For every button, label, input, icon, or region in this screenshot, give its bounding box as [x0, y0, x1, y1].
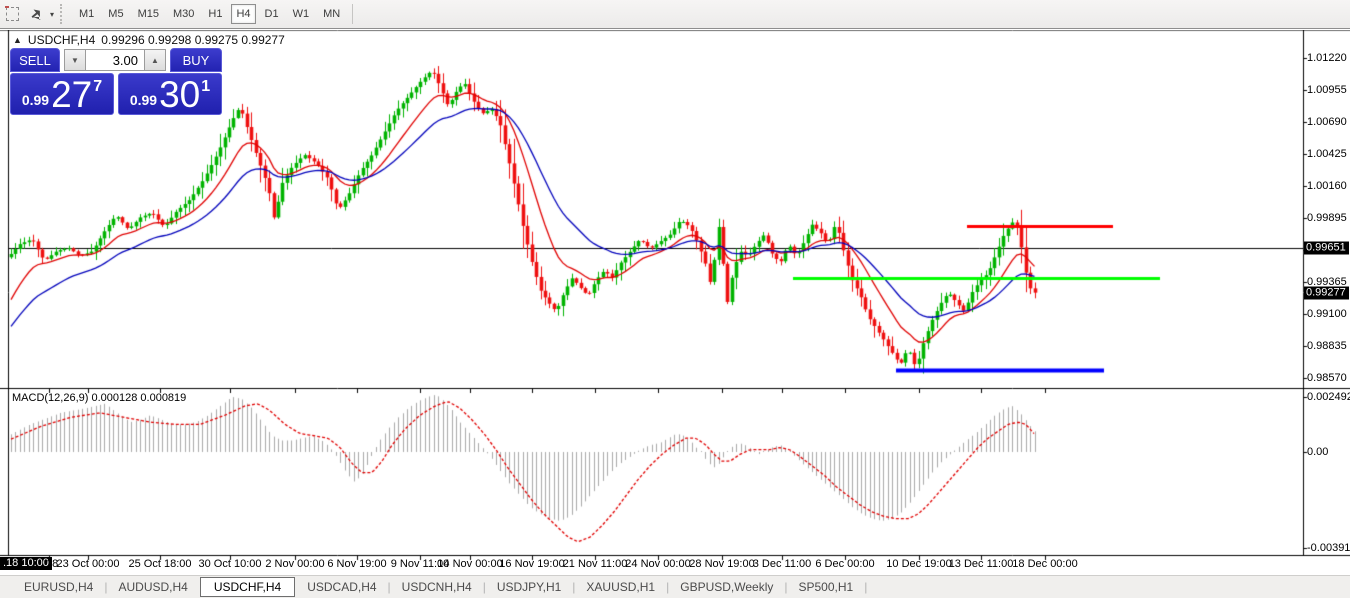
timeframe-button-m1[interactable]: M1: [79, 8, 95, 20]
buy-price-pip: 1: [201, 78, 211, 95]
timeframe-button-m30[interactable]: M30: [172, 8, 195, 20]
time-axis-badge: .18 10:00: [0, 557, 52, 570]
timeframe-button-h4[interactable]: H4: [231, 4, 256, 24]
time-axis-label: 21 Nov 11:00: [562, 558, 628, 570]
price-axis-label: 1.00425: [1307, 148, 1347, 161]
macd-axis-label: 0.002492: [1307, 391, 1350, 403]
tick-arrows-icon[interactable]: [27, 5, 45, 23]
trade-panel-top-row: SELL ▼ 3.00 ▲ BUY: [10, 48, 222, 72]
tab-usdchf-h4[interactable]: USDCHF,H4: [199, 577, 296, 597]
tab-separator: |: [666, 580, 670, 594]
tab-usdcnh-h4[interactable]: USDCNH,H4: [401, 580, 472, 594]
tab-gbpusd-weekly[interactable]: GBPUSD,Weekly: [680, 580, 774, 594]
time-axis-label: 16 Nov 19:00: [499, 558, 565, 570]
sell-price-box[interactable]: 0.99 27 7: [10, 73, 114, 115]
timeframe-button-w1[interactable]: W1: [292, 8, 310, 20]
volume-increase-button[interactable]: ▲: [144, 49, 166, 71]
time-axis-label: 6 Nov 19:00: [327, 558, 387, 570]
tab-audusd-h4[interactable]: AUDUSD,H4: [118, 580, 188, 594]
time-axis-label: 28 Nov 19:00: [689, 558, 755, 570]
tab-separator: |: [387, 580, 391, 594]
time-axis-label: 25 Oct 18:00: [128, 558, 192, 570]
price-chart-canvas[interactable]: [0, 30, 1350, 575]
tab-usdcad-h4[interactable]: USDCAD,H4: [307, 580, 377, 594]
trade-panel-prices: 0.99 27 7 0.99 30 1: [10, 73, 222, 115]
price-axis-highlight-badge: 0.99651: [1304, 241, 1349, 254]
top-toolbar: ▾ M1 M5 M15 M30 H1 H4 D1 W1 MN: [0, 0, 1350, 29]
timeframe-button-group: M1 M5 M15 M30 H1 H4 D1 W1 MN: [72, 4, 347, 24]
time-axis-label: 9 Nov 11:00: [390, 558, 450, 570]
tab-separator: |: [572, 580, 576, 594]
time-axis-label: 6 Dec 00:00: [815, 558, 875, 570]
chart-shift-icon[interactable]: [3, 5, 21, 23]
macd-axis-label: -0.003913: [1307, 542, 1350, 554]
buy-price-prefix: 0.99: [129, 92, 158, 108]
tab-sp500-h1[interactable]: SP500,H1: [798, 580, 854, 594]
time-axis-label: 10 Dec 19:00: [886, 558, 952, 570]
dropdown-caret-icon[interactable]: ▾: [50, 9, 55, 19]
tab-eurusd-h4[interactable]: EURUSD,H4: [24, 580, 94, 594]
toolbar-grip[interactable]: [60, 4, 68, 24]
time-axis-label: 2 Nov 00:00: [265, 558, 325, 570]
price-axis-label: 0.98570: [1307, 372, 1347, 385]
price-axis-label: 1.00160: [1307, 180, 1347, 193]
chart-title-symbol: USDCHF,H4: [27, 33, 96, 47]
tick-arrows-glyph: [31, 9, 41, 20]
chart-title-quotes: 0.99296 0.99298 0.99275 0.99277: [101, 33, 285, 47]
time-axis-label: 24 Nov 00:00: [625, 558, 691, 570]
tab-usdjpy-h1[interactable]: USDJPY,H1: [496, 580, 562, 594]
tab-separator: |: [482, 580, 486, 594]
sell-button[interactable]: SELL: [10, 48, 60, 72]
macd-axis-label: 0.00: [1307, 446, 1329, 458]
one-click-trade-panel: SELL ▼ 3.00 ▲ BUY 0.99 27 7 0.99 30 1: [10, 48, 222, 115]
price-axis-label: 1.00690: [1307, 116, 1347, 129]
price-axis-label: 0.98835: [1307, 340, 1347, 353]
time-axis-label: 14 Nov 00:00: [437, 558, 503, 570]
price-axis-label: 0.99100: [1307, 308, 1347, 321]
buy-price-box[interactable]: 0.99 30 1: [118, 73, 222, 115]
sell-price-prefix: 0.99: [21, 92, 50, 108]
price-axis-label: 1.00955: [1307, 84, 1347, 97]
timeframe-button-m5[interactable]: M5: [108, 8, 124, 20]
timeframe-button-m15[interactable]: M15: [137, 8, 159, 20]
macd-indicator-label: MACD(12,26,9) 0.000128 0.000819: [12, 392, 187, 404]
tab-separator: |: [104, 580, 108, 594]
time-axis-label: 13 Dec 11:00: [948, 558, 1014, 570]
collapse-triangle-icon[interactable]: ▲: [13, 35, 22, 45]
chart-shift-glyph: [4, 6, 19, 21]
time-axis-label: 23 Oct 00:00: [56, 558, 120, 570]
price-axis-highlight-badge: 0.99277: [1304, 286, 1349, 300]
timeframe-button-mn[interactable]: MN: [323, 8, 341, 20]
time-axis-label: 18: [46, 558, 59, 570]
toolbar-separator: [352, 4, 354, 24]
sell-price-big: 27: [51, 74, 93, 115]
volume-stepper: ▼ 3.00 ▲: [64, 48, 166, 72]
buy-price-big: 30: [159, 74, 201, 115]
price-axis-label: 1.01220: [1307, 52, 1347, 65]
price-axis-label: 0.99365: [1307, 276, 1347, 289]
time-axis-label: 18 Dec 00:00: [1012, 558, 1078, 570]
tab-separator: |: [864, 580, 868, 594]
volume-decrease-button[interactable]: ▼: [64, 49, 86, 71]
timeframe-button-h1[interactable]: H1: [208, 8, 223, 20]
sell-price-pip: 7: [93, 78, 103, 95]
time-axis-label: 30 Oct 10:00: [198, 558, 262, 570]
chart-title: ▲ USDCHF,H4 0.99296 0.99298 0.99275 0.99…: [13, 33, 285, 47]
chart-tab-bar: EURUSD,H4 | AUDUSD,H4 USDCHF,H4 USDCAD,H4 |…: [0, 575, 1350, 598]
timeframe-button-d1[interactable]: D1: [264, 8, 279, 20]
tab-separator: |: [784, 580, 788, 594]
volume-field[interactable]: 3.00: [86, 49, 144, 71]
buy-button[interactable]: BUY: [170, 48, 222, 72]
price-axis-label: 0.99895: [1307, 212, 1347, 225]
time-axis-label: 3 Dec 11:00: [752, 558, 812, 570]
tab-xauusd-h1[interactable]: XAUUSD,H1: [586, 580, 656, 594]
